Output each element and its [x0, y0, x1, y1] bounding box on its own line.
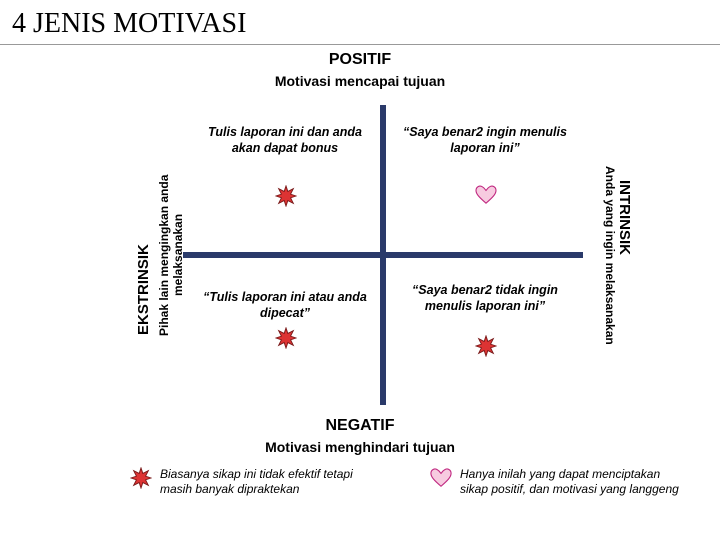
axis-bottom-sublabel: Motivasi menghindari tujuan	[0, 439, 720, 455]
quadrant-top-right: “Saya benar2 ingin menulis laporan ini”	[395, 125, 575, 156]
axis-horizontal	[183, 252, 583, 258]
burst-icon	[130, 467, 152, 489]
burst-icon	[275, 327, 297, 349]
quadrant-bottom-right: “Saya benar2 tidak ingin menulis laporan…	[395, 283, 575, 314]
heart-icon	[475, 185, 497, 205]
page-title: 4 JENIS MOTIVASI	[0, 0, 720, 45]
quadrant-top-left: Tulis laporan ini dan anda akan dapat bo…	[195, 125, 375, 156]
footnote-burst-text: Biasanya sikap ini tidak efektif tetapi …	[160, 467, 370, 497]
axis-left-sublabel: Pihak lain mengingkan anda melaksanakan	[158, 135, 188, 375]
axis-left-label: EKSTRINSIK	[135, 175, 152, 335]
quadrant-bottom-left: “Tulis laporan ini atau anda dipecat”	[195, 290, 375, 321]
burst-icon	[275, 185, 297, 207]
axis-right-sublabel: Anda yang ingin melaksanakan	[586, 130, 616, 380]
footnotes-row: Biasanya sikap ini tidak efektif tetapi …	[0, 455, 720, 497]
axis-top-sublabel: Motivasi mencapai tujuan	[0, 73, 720, 89]
axis-top-label: POSITIF	[0, 51, 720, 69]
quadrant-diagram: EKSTRINSIK Pihak lain mengingkan anda me…	[0, 95, 720, 415]
axis-right-label: INTRINSIK	[616, 180, 633, 330]
heart-icon	[430, 467, 452, 489]
burst-icon	[475, 335, 497, 357]
footnote-heart-text: Hanya inilah yang dapat menciptakan sika…	[460, 467, 690, 497]
footnote-heart: Hanya inilah yang dapat menciptakan sika…	[430, 467, 690, 497]
footnote-burst: Biasanya sikap ini tidak efektif tetapi …	[130, 467, 370, 497]
axis-bottom-label: NEGATIF	[0, 417, 720, 435]
